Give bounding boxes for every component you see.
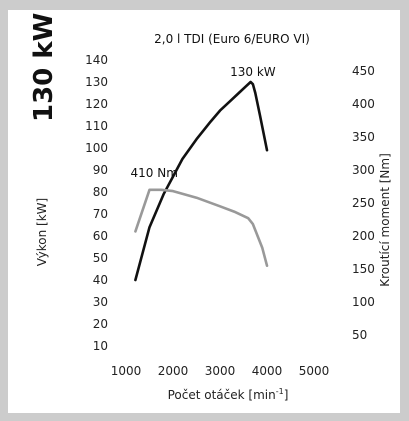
y-axis-left-ticks: 10 20 30 40 50 60 70 80 90 100 110 120 130 140 (85, 53, 108, 353)
x-tick-label: 1000 (111, 364, 142, 378)
y-left-tick-label: 70 (93, 207, 108, 221)
annotations-layer: 130 kW 410 Nm (131, 65, 276, 180)
y-left-tick-label: 110 (85, 119, 108, 133)
torque-peak-label: 410 Nm (131, 166, 178, 180)
x-tick-label: 4000 (252, 364, 283, 378)
power-curve (134, 80, 269, 282)
y-left-tick-label: 80 (93, 185, 108, 199)
x-axis-label-sup: -1 (276, 387, 284, 396)
series-layer (134, 80, 269, 282)
y-right-tick-label: 400 (352, 97, 375, 111)
y-left-tick-label: 30 (93, 295, 108, 309)
y-left-tick-label: 60 (93, 229, 108, 243)
y-right-tick-label: 200 (352, 229, 375, 243)
y-left-tick-label: 100 (85, 141, 108, 155)
performance-chart: 130 kW 2,0 l TDI (Euro 6/EURO VI) Výkon … (29, 13, 392, 402)
y-right-tick-label: 150 (352, 262, 375, 276)
x-axis-label: Počet otáček [min-1] (168, 387, 289, 402)
y-right-tick-label: 50 (352, 328, 367, 342)
y-left-tick-label: 130 (85, 75, 108, 89)
x-tick-label: 5000 (299, 364, 330, 378)
y-left-tick-label: 40 (93, 273, 108, 287)
torque-curve (134, 188, 269, 267)
y-right-tick-label: 350 (352, 130, 375, 144)
y-left-tick-label: 90 (93, 163, 108, 177)
headline-power: 130 kW (29, 13, 59, 122)
chart-card: 130 kW 2,0 l TDI (Euro 6/EURO VI) Výkon … (8, 10, 400, 413)
y-right-tick-label: 450 (352, 64, 375, 78)
x-tick-label: 3000 (205, 364, 236, 378)
chart-title: 2,0 l TDI (Euro 6/EURO VI) (154, 32, 310, 46)
power-peak-label: 130 kW (230, 65, 276, 79)
y-axis-left-label: Výkon [kW] (35, 198, 49, 266)
x-axis-label-main: Počet otáček [min (168, 388, 276, 402)
y-axis-right-label: Kroutící moment [Nm] (378, 153, 392, 287)
x-axis-label-end: ] (284, 388, 289, 402)
x-axis-ticks: 1000 2000 3000 4000 5000 (111, 364, 330, 378)
y-left-tick-label: 20 (93, 317, 108, 331)
y-left-tick-label: 50 (93, 251, 108, 265)
x-tick-label: 2000 (158, 364, 189, 378)
y-right-tick-label: 300 (352, 163, 375, 177)
y-right-tick-label: 100 (352, 295, 375, 309)
y-left-tick-label: 10 (93, 339, 108, 353)
y-right-tick-label: 250 (352, 196, 375, 210)
y-left-tick-label: 140 (85, 53, 108, 67)
y-axis-right-ticks: 50 100 150 200 250 300 350 400 450 (352, 64, 375, 342)
y-left-tick-label: 120 (85, 97, 108, 111)
